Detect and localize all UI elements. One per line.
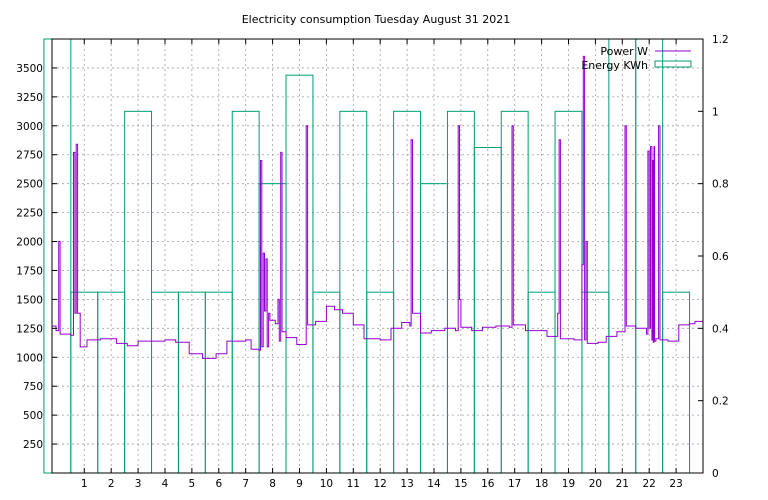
x-tick-label: 1 xyxy=(81,478,88,490)
y-left-tick-label: 1500 xyxy=(16,294,43,306)
legend-label-power: Power W xyxy=(600,45,648,58)
y-right-tick-label: 0.6 xyxy=(712,251,729,263)
y-left-tick-label: 2750 xyxy=(16,150,43,162)
x-tick-label: 3 xyxy=(135,478,142,490)
y-left-tick-label: 3000 xyxy=(16,121,43,133)
y-left-tick-label: 1750 xyxy=(16,265,43,277)
x-tick-label: 11 xyxy=(347,478,360,490)
y-left-tick-label: 3250 xyxy=(16,92,43,104)
plot-frame xyxy=(51,38,704,474)
x-tick-label: 20 xyxy=(589,478,602,490)
x-tick-label: 13 xyxy=(400,478,413,490)
x-tick-label: 23 xyxy=(669,478,682,490)
y-left-tick-label: 1250 xyxy=(16,323,43,335)
power-line-group xyxy=(52,55,703,359)
x-tick-label: 21 xyxy=(616,478,629,490)
x-tick-label: 7 xyxy=(242,478,249,490)
x-tick-label: 19 xyxy=(562,478,575,490)
x-tick-label: 14 xyxy=(427,478,441,490)
y-left-tick-label: 3500 xyxy=(16,63,43,75)
y-left-tick-label: 500 xyxy=(23,410,43,422)
y-right-tick-label: 1.2 xyxy=(712,34,729,46)
x-tick-label: 22 xyxy=(643,478,656,490)
y-right-tick-label: 0.4 xyxy=(712,323,729,335)
x-tick-label: 6 xyxy=(215,478,222,490)
y-left-tick-label: 1000 xyxy=(16,352,43,364)
energy-bars xyxy=(43,38,691,474)
x-tick-label: 8 xyxy=(269,478,276,490)
energy-bar xyxy=(43,38,72,474)
y-left-tick-label: 2500 xyxy=(16,179,43,191)
y-right-tick-label: 0.8 xyxy=(712,179,729,191)
power-line xyxy=(52,55,703,359)
chart-title: Electricity consumption Tuesday August 3… xyxy=(242,13,511,26)
y-right-tick-label: 1 xyxy=(712,106,719,118)
x-tick-label: 17 xyxy=(508,478,521,490)
legend-label-energy: Energy KWh xyxy=(581,59,648,72)
x-tick-label: 4 xyxy=(162,478,169,490)
x-tick-label: 10 xyxy=(320,478,333,490)
x-tick-label: 2 xyxy=(108,478,115,490)
legend: Power W Energy KWh xyxy=(581,45,692,72)
x-tick-label: 15 xyxy=(454,478,467,490)
x-tick-label: 9 xyxy=(296,478,303,490)
axes: 1 2 3 4 5 6 7 8 9 10 11 12 13 14 15 16 17 18 19 20 21 22 23250… xyxy=(16,34,729,490)
y-left-tick-label: 750 xyxy=(23,381,43,393)
y-left-tick-label: 2250 xyxy=(16,208,43,220)
legend-swatch-energy xyxy=(654,60,692,68)
y-right-tick-label: 0.2 xyxy=(712,396,729,408)
y-left-tick-label: 2000 xyxy=(16,237,43,249)
y-left-tick-label: 250 xyxy=(23,439,43,451)
x-tick-label: 16 xyxy=(481,478,495,490)
x-tick-label: 5 xyxy=(189,478,196,490)
grid xyxy=(52,39,703,473)
x-tick-label: 12 xyxy=(374,478,387,490)
y-right-tick-label: 0 xyxy=(712,468,719,480)
x-tick-label: 18 xyxy=(535,478,548,490)
